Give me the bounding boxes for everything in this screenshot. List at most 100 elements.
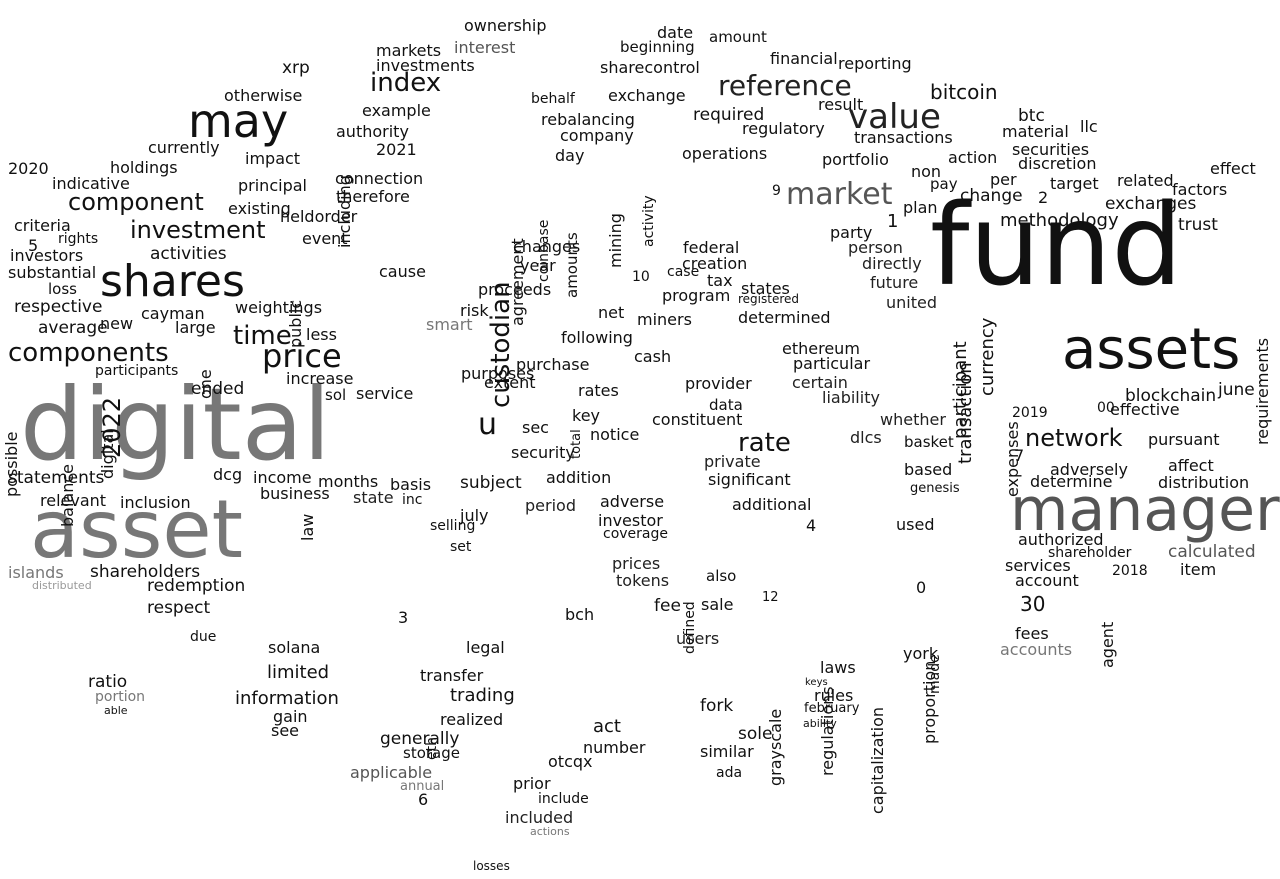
word-197: tokens	[616, 571, 670, 590]
word-27: blockchain	[1125, 386, 1217, 406]
word-83: information	[235, 688, 339, 709]
word-95: islands	[8, 563, 64, 582]
word-17: bitcoin	[930, 80, 998, 104]
word-47: services	[1005, 556, 1071, 575]
word-26: exchanges	[1105, 194, 1197, 214]
word-123: amount	[709, 28, 767, 46]
word-4: asset	[30, 483, 243, 576]
word-138: result	[818, 95, 864, 114]
word-170: used	[896, 515, 935, 534]
word-188: provider	[685, 374, 752, 393]
word-178: registered	[738, 292, 800, 306]
word-66: keys	[805, 677, 828, 688]
word-143: non	[911, 162, 942, 181]
word-52: york	[903, 644, 939, 663]
word-250: smart	[426, 315, 473, 334]
word-104: participants	[95, 363, 179, 379]
word-111: 2020	[8, 159, 49, 178]
word-192: additional	[732, 495, 812, 514]
word-39: agent	[1098, 621, 1117, 668]
word-174: federal	[683, 238, 740, 257]
word-9: market	[786, 177, 893, 212]
word-145: securities	[1012, 140, 1090, 159]
word-175: creation	[682, 254, 748, 273]
word-67: act	[593, 716, 621, 737]
word-79: trading	[450, 685, 515, 706]
word-110: rights	[58, 231, 99, 247]
word-36: participant	[950, 341, 971, 439]
word-173: determined	[738, 308, 831, 327]
word-234: less	[306, 325, 337, 344]
word-87: solana	[268, 638, 321, 657]
word-217: changes	[513, 237, 581, 256]
word-159: person	[848, 238, 903, 257]
word-3: digital	[20, 366, 331, 483]
word-241: new	[100, 314, 134, 333]
word-142: portfolio	[822, 150, 889, 169]
word-227: set	[450, 539, 472, 555]
word-262: 00	[1097, 400, 1115, 416]
word-239: weightings	[235, 298, 323, 317]
word-91: due	[190, 629, 217, 645]
word-168: based	[904, 460, 953, 479]
word-256: 1	[887, 211, 899, 232]
word-224: inc	[402, 492, 423, 508]
word-153: material	[1002, 122, 1069, 141]
word-50: 2018	[1112, 563, 1148, 579]
word-23: holdings	[110, 158, 178, 177]
word-249: therefore	[336, 187, 410, 206]
word-6: may	[188, 94, 289, 148]
word-151: effect	[1210, 159, 1256, 178]
word-214: risk	[460, 301, 489, 320]
word-221: income	[253, 468, 312, 487]
word-127: rebalancing	[541, 110, 635, 129]
word-243: cayman	[141, 304, 205, 323]
word-167: basket	[904, 433, 954, 451]
word-203: bch	[565, 605, 595, 624]
word-45: affect	[1168, 456, 1214, 475]
word-164: liability	[822, 388, 880, 407]
word-90: able	[104, 704, 128, 717]
word-16: network	[1025, 424, 1123, 452]
word-40: authorized	[1018, 530, 1104, 549]
word-62: rules	[814, 686, 854, 705]
word-230: dcg	[213, 465, 243, 484]
word-179: case	[667, 264, 700, 280]
word-220: business	[260, 484, 330, 503]
word-54: proportion	[920, 660, 939, 744]
word-191: significant	[708, 470, 791, 489]
word-149: related	[1117, 171, 1174, 190]
word-107: loss	[48, 280, 77, 298]
word-14: index	[370, 68, 442, 98]
word-263: 2019	[1012, 405, 1048, 421]
word-215: proceeds	[478, 280, 552, 299]
word-190: private	[704, 452, 761, 471]
word-38: requirements	[1253, 338, 1272, 446]
word-42: distribution	[1158, 473, 1250, 492]
word-133: activity	[641, 195, 657, 248]
word-10: price	[262, 337, 342, 375]
word-1: manager	[1010, 475, 1280, 545]
word-65: ability	[803, 717, 837, 730]
word-35: currency	[977, 317, 998, 397]
word-68: number	[583, 738, 646, 757]
word-22: investors	[10, 246, 84, 265]
word-201: fee	[654, 596, 681, 616]
word-252: losses	[473, 859, 510, 873]
word-244: 2021	[376, 140, 417, 159]
word-140: reporting	[838, 54, 912, 73]
word-176: tax	[707, 271, 733, 290]
word-171: ethereum	[782, 339, 860, 358]
word-117: xrp	[282, 58, 310, 78]
word-31: june	[1218, 380, 1255, 400]
word-202: defined	[682, 601, 698, 654]
word-125: sharecontrol	[600, 58, 700, 77]
word-20: rate	[738, 428, 791, 458]
word-105: average	[38, 318, 108, 338]
word-73: include	[538, 791, 589, 807]
word-60: similar	[700, 742, 754, 761]
word-116: otherwise	[224, 86, 303, 105]
word-88: ratio	[88, 672, 128, 692]
word-206: subject	[460, 473, 522, 493]
word-231: service	[356, 384, 414, 403]
